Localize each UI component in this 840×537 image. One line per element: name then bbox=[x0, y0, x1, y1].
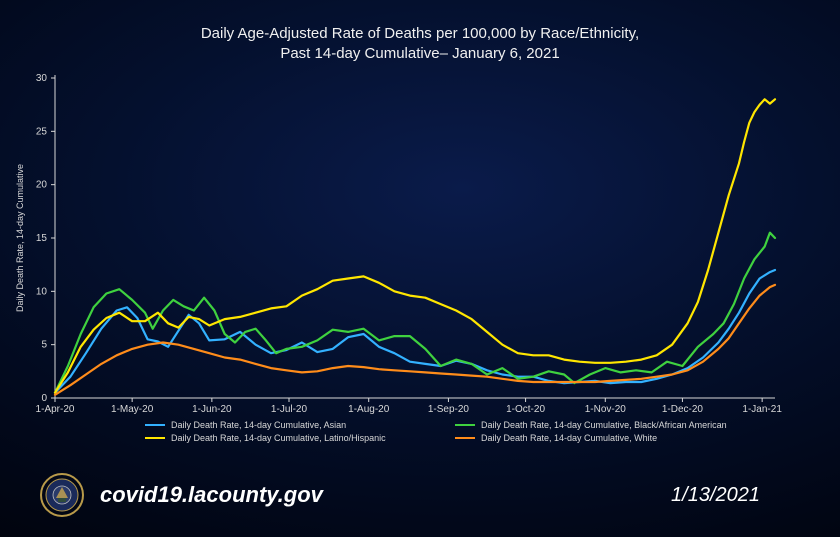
x-tick-label: 1-Sep-20 bbox=[428, 404, 470, 415]
y-tick-label: 15 bbox=[36, 233, 48, 244]
x-tick-label: 1-Apr-20 bbox=[36, 404, 75, 415]
x-tick-label: 1-Dec-20 bbox=[662, 404, 704, 415]
legend-item: Daily Death Rate, 14-day Cumulative, Bla… bbox=[455, 420, 765, 430]
legend-label: Daily Death Rate, 14-day Cumulative, Asi… bbox=[171, 420, 346, 430]
series-line bbox=[55, 99, 775, 392]
footer-date: 1/13/2021 bbox=[671, 484, 760, 507]
y-tick-label: 30 bbox=[36, 73, 48, 84]
y-tick-label: 5 bbox=[41, 340, 47, 351]
y-tick-label: 10 bbox=[36, 286, 48, 297]
legend-swatch bbox=[145, 424, 165, 426]
legend-label: Daily Death Rate, 14-day Cumulative, Whi… bbox=[481, 433, 657, 443]
legend-label: Daily Death Rate, 14-day Cumulative, Lat… bbox=[171, 433, 386, 443]
legend-item: Daily Death Rate, 14-day Cumulative, Lat… bbox=[145, 433, 455, 443]
county-seal-icon bbox=[40, 473, 84, 517]
x-tick-label: 1-Oct-20 bbox=[506, 404, 545, 415]
legend-label: Daily Death Rate, 14-day Cumulative, Bla… bbox=[481, 420, 727, 430]
y-axis-label: Daily Death Rate, 14-day Cumulative bbox=[15, 164, 25, 312]
series-line bbox=[55, 233, 775, 393]
x-tick-label: 1-Jan-21 bbox=[742, 404, 782, 415]
chart-frame: Daily Age-Adjusted Rate of Deaths per 10… bbox=[0, 0, 840, 537]
footer-url: covid19.lacounty.gov bbox=[100, 482, 323, 508]
y-tick-label: 20 bbox=[36, 180, 48, 191]
legend: Daily Death Rate, 14-day Cumulative, Asi… bbox=[145, 420, 765, 446]
x-tick-label: 1-Aug-20 bbox=[348, 404, 390, 415]
footer: covid19.lacounty.gov 1/13/2021 bbox=[0, 473, 840, 517]
x-tick-label: 1-Jun-20 bbox=[192, 404, 232, 415]
legend-swatch bbox=[455, 437, 475, 439]
line-chart: 0 5 10 15 20 25 30 1-Apr-20 1-May-20 1-Jun-20 1-Ju… bbox=[0, 0, 840, 537]
x-tick-label: 1-May-20 bbox=[111, 404, 154, 415]
x-tick-label: 1-Jul-20 bbox=[271, 404, 308, 415]
legend-item: Daily Death Rate, 14-day Cumulative, Whi… bbox=[455, 433, 765, 443]
x-tick-label: 1-Nov-20 bbox=[585, 404, 627, 415]
legend-swatch bbox=[145, 437, 165, 439]
legend-item: Daily Death Rate, 14-day Cumulative, Asi… bbox=[145, 420, 455, 430]
y-tick-label: 25 bbox=[36, 126, 48, 137]
y-tick-label: 0 bbox=[41, 393, 47, 404]
legend-swatch bbox=[455, 424, 475, 426]
